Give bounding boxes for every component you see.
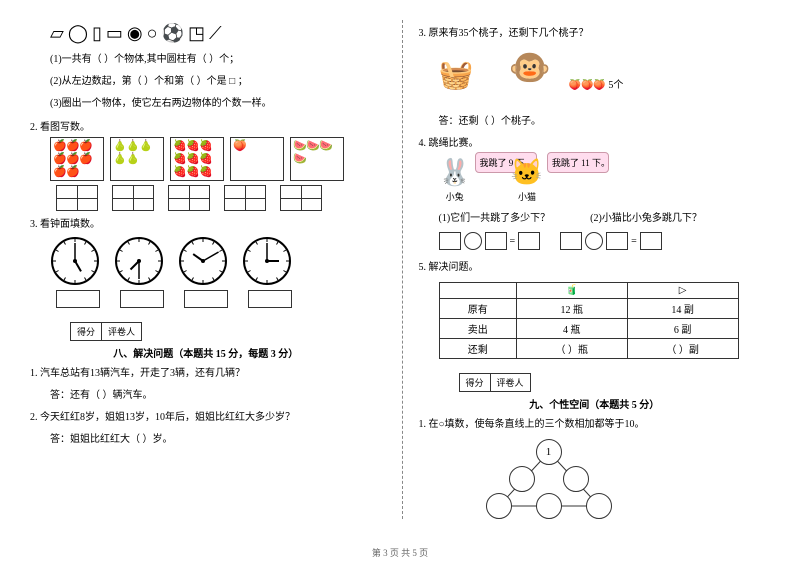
p2-text: 2. 今天红红8岁，姐姐13岁，10年后，姐姐比红红大多少岁？ xyxy=(30,410,382,426)
shape-ball: ⚽ xyxy=(162,24,184,42)
p9-text: 1. 在○填数，使每条直线上的三个数相加都等于10。 xyxy=(419,417,771,433)
shape-parallelogram: ▱ xyxy=(50,24,64,42)
equation-2: = xyxy=(560,232,662,250)
number-boxes xyxy=(56,185,382,211)
eq-box[interactable] xyxy=(439,232,461,250)
ans-box[interactable] xyxy=(56,290,100,308)
rabbit-icon: 🐰 xyxy=(439,158,471,188)
s3-label: 3. 看钟面填数。 xyxy=(30,215,382,230)
th-blank xyxy=(439,283,516,299)
score-row-9: 得分 评卷人 xyxy=(459,373,771,392)
th-flag-icon: ▷ xyxy=(627,283,738,299)
cat-name: 小猫 xyxy=(518,190,536,203)
triangle-puzzle: 1 xyxy=(479,439,619,519)
rabbit: 我跳了 9 下。 🐰 小兔 xyxy=(439,158,471,203)
eq-box[interactable] xyxy=(485,232,507,250)
tri-node-bl[interactable] xyxy=(486,493,512,519)
peach-count: 🍑🍑🍑 5个 xyxy=(569,76,624,91)
cat: 我跳了 11 下。 🐱 小猫 xyxy=(511,158,543,203)
monkey-scene: 🧺 🐵 🍑🍑🍑 5个 xyxy=(439,48,771,108)
q3-text: (3)圈出一个物体，使它左右两边物体的个数一样。 xyxy=(50,96,382,112)
q2-text: (2)从左边数起，第（ ）个和第（ ）个是 □ ； xyxy=(50,74,382,90)
shape-cuboid: ▭ xyxy=(106,24,123,42)
p5-text: 5. 解决问题。 xyxy=(419,260,771,276)
shape-circle: ○ xyxy=(147,24,158,42)
tri-node-mr[interactable] xyxy=(563,466,589,492)
eq-box[interactable] xyxy=(518,232,540,250)
eq-box[interactable] xyxy=(640,232,662,250)
th-bottle-icon: 🧃 xyxy=(516,283,627,299)
peach-label: 5个 xyxy=(608,80,623,91)
tri-node-ml[interactable] xyxy=(509,466,535,492)
table-row: 原有12 瓶14 副 xyxy=(439,299,738,319)
shape-cylinder: ◯ xyxy=(68,24,88,42)
ans-box[interactable] xyxy=(184,290,228,308)
num-box[interactable] xyxy=(56,185,98,211)
table-row: 还剩（ ）瓶（ ）副 xyxy=(439,339,738,359)
subquestions: (1)它们一共跳了多少下？ (2)小猫比小兔多跳几下？ xyxy=(439,209,771,224)
equation-1: = xyxy=(439,232,541,250)
q1-text: (1)一共有（ ）个物体,其中圆柱有（ ）个； xyxy=(50,52,382,68)
shape-rect-tall: ▯ xyxy=(92,24,102,42)
tri-node-bm[interactable] xyxy=(536,493,562,519)
a1-text: 答：还有（ ）辆汽车。 xyxy=(50,388,382,404)
num-box[interactable] xyxy=(112,185,154,211)
table-row: 卖出4 瓶6 副 xyxy=(439,319,738,339)
jump-scene: 我跳了 9 下。 🐰 小兔 我跳了 11 下。 🐱 小猫 xyxy=(439,158,771,203)
eq-sign: = xyxy=(510,236,516,247)
s2-label: 2. 看图写数。 xyxy=(30,118,382,133)
num-box[interactable] xyxy=(224,185,266,211)
shape-stick: ⟋ xyxy=(209,24,222,42)
eq-box[interactable] xyxy=(606,232,628,250)
clocks-row xyxy=(50,236,382,286)
grader-label: 评卷人 xyxy=(491,373,531,392)
inventory-table: 🧃 ▷ 原有12 瓶14 副 卖出4 瓶6 副 还剩（ ）瓶（ ）副 xyxy=(439,282,739,359)
img-box-1: 🍎🍎🍎🍎🍎🍎🍎🍎 xyxy=(50,137,104,181)
section-9-title: 九、个性空间（本题共 5 分） xyxy=(419,396,771,411)
shape-sphere: ◉ xyxy=(127,24,143,42)
grader-label: 评卷人 xyxy=(102,322,142,341)
table-header-row: 🧃 ▷ xyxy=(439,283,738,299)
p4-text: 4. 跳绳比赛。 xyxy=(419,136,771,152)
right-column: 3. 原来有35个桃子，还剩下几个桃子？ 🧺 🐵 🍑🍑🍑 5个 答：还剩（ ）个… xyxy=(402,20,771,519)
num-box[interactable] xyxy=(280,185,322,211)
p1-text: 1. 汽车总站有13辆汽车，开走了3辆，还有几辆？ xyxy=(30,366,382,382)
eq-op[interactable] xyxy=(585,232,603,250)
a3-text: 答：还剩（ ）个桃子。 xyxy=(439,114,771,130)
left-column: ▱ ◯ ▯ ▭ ◉ ○ ⚽ ◳ ⟋ (1)一共有（ ）个物体,其中圆柱有（ ）个… xyxy=(30,20,382,519)
section-8-title: 八、解决问题（本题共 15 分，每题 3 分） xyxy=(30,345,382,360)
shapes-row: ▱ ◯ ▯ ▭ ◉ ○ ⚽ ◳ ⟋ xyxy=(50,20,382,46)
img-box-2: 🍐🍐🍐🍐🍐 xyxy=(110,137,164,181)
img-box-5: 🍉🍉🍉🍉 xyxy=(290,137,344,181)
ans-box[interactable] xyxy=(248,290,292,308)
tri-node-top: 1 xyxy=(536,439,562,465)
a2-text: 答：姐姐比红红大（ ）岁。 xyxy=(50,432,382,448)
rabbit-name: 小兔 xyxy=(446,190,464,203)
clock-answers xyxy=(56,290,382,308)
score-row-8: 得分 评卷人 xyxy=(70,322,382,341)
eq-box[interactable] xyxy=(560,232,582,250)
eq-op[interactable] xyxy=(464,232,482,250)
p3-text: 3. 原来有35个桃子，还剩下几个桃子？ xyxy=(419,26,771,42)
shape-cube: ◳ xyxy=(188,24,205,42)
sub2-text: (2)小猫比小兔多跳几下？ xyxy=(590,209,702,224)
tri-node-br[interactable] xyxy=(586,493,612,519)
image-boxes: 🍎🍎🍎🍎🍎🍎🍎🍎 🍐🍐🍐🍐🍐 🍓🍓🍓🍓🍓🍓🍓🍓🍓 🍑 🍉🍉🍉🍉 xyxy=(50,137,382,181)
score-label: 得分 xyxy=(70,322,102,341)
img-box-3: 🍓🍓🍓🍓🍓🍓🍓🍓🍓 xyxy=(170,137,224,181)
eq-sign: = xyxy=(631,236,637,247)
monkey-icon: 🐵 xyxy=(509,48,551,88)
cat-icon: 🐱 xyxy=(511,158,543,188)
sub1-text: (1)它们一共跳了多少下？ xyxy=(439,209,551,224)
page-footer: 第 3 页 共 5 页 xyxy=(0,546,800,559)
cat-bubble: 我跳了 11 下。 xyxy=(547,152,609,173)
ans-box[interactable] xyxy=(120,290,164,308)
basket-icon: 🧺 xyxy=(439,58,474,92)
num-box[interactable] xyxy=(168,185,210,211)
img-box-4: 🍑 xyxy=(230,137,284,181)
score-label: 得分 xyxy=(459,373,491,392)
